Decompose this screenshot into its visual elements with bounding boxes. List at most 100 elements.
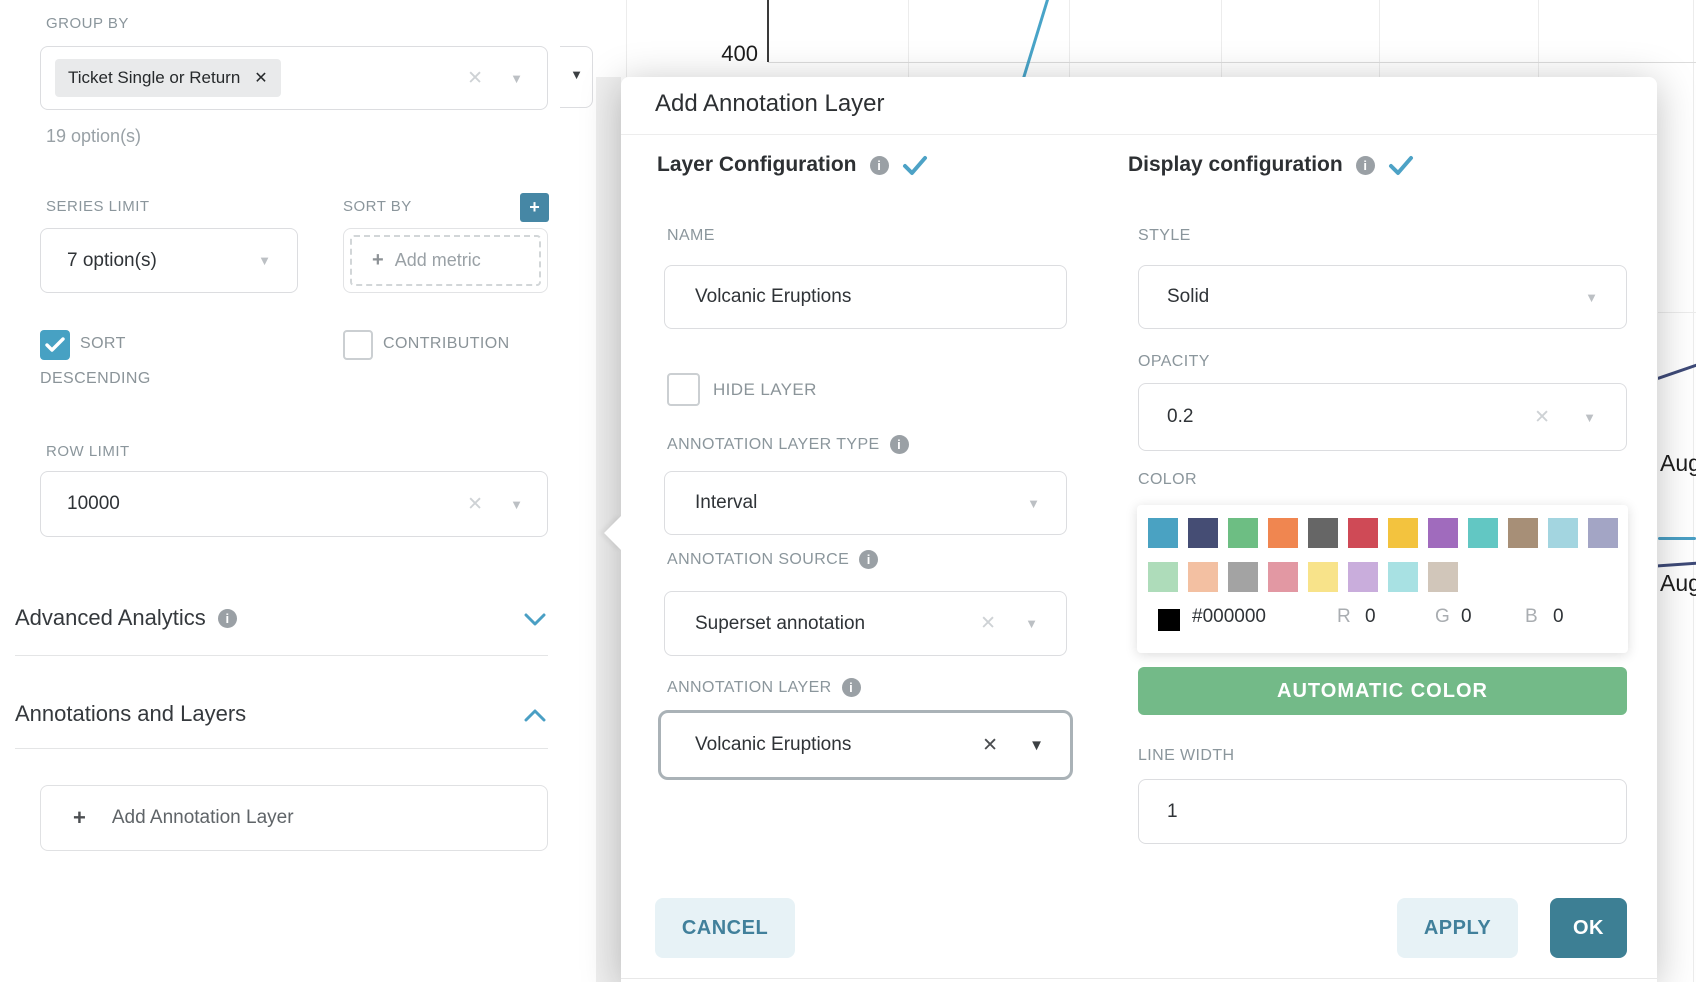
chart-gridline <box>908 0 909 77</box>
section-divider <box>15 655 548 656</box>
caret-down-icon[interactable]: ▼ <box>1585 289 1598 305</box>
color-swatch[interactable] <box>1428 562 1458 592</box>
ok-button[interactable]: OK <box>1550 898 1627 958</box>
g-value[interactable]: 0 <box>1461 606 1472 627</box>
annotation-layer-select[interactable]: Volcanic Eruptions ✕ ▼ <box>658 710 1073 780</box>
cancel-button[interactable]: CANCEL <box>655 898 795 958</box>
caret-down-icon[interactable]: ▼ <box>1025 616 1038 631</box>
caret-down-icon[interactable]: ▼ <box>1027 495 1040 511</box>
b-value[interactable]: 0 <box>1553 606 1564 627</box>
color-swatch[interactable] <box>1468 518 1498 548</box>
section-divider <box>15 748 548 749</box>
caret-down-icon[interactable]: ▼ <box>258 253 271 268</box>
x-axis-label-aug-1: Aug <box>1660 450 1696 476</box>
info-icon[interactable]: i <box>889 435 909 454</box>
sort-by-metric-box[interactable]: + Add metric <box>343 228 548 293</box>
r-value[interactable]: 0 <box>1365 606 1376 627</box>
clear-icon[interactable]: ✕ <box>467 67 483 89</box>
annotation-layer-type-label: ANNOTATION LAYER TYPE i <box>667 435 909 454</box>
add-metric-placeholder: Add metric <box>394 250 481 270</box>
layer-configuration-heading: Layer Configuration i <box>657 153 928 177</box>
annotations-layers-label: Annotations and Layers <box>15 701 247 726</box>
chart-series-line-teal <box>1658 537 1696 540</box>
clear-icon[interactable]: ✕ <box>982 734 998 756</box>
annotations-layers-section[interactable]: Annotations and Layers <box>15 701 246 727</box>
clear-icon[interactable]: ✕ <box>980 613 996 634</box>
info-icon[interactable]: i <box>869 155 889 175</box>
y-axis-tick-400: 400 <box>721 41 758 66</box>
name-input[interactable]: Volcanic Eruptions <box>664 265 1067 329</box>
plus-icon: + <box>529 197 540 217</box>
hide-layer-label: HIDE LAYER <box>713 380 817 399</box>
clipped-select-fragment[interactable]: ▼ <box>560 46 593 108</box>
info-icon[interactable]: i <box>1355 155 1375 175</box>
group-by-chip-label: Ticket Single or Return <box>68 68 241 87</box>
style-value: Solid <box>1167 286 1210 307</box>
apply-button[interactable]: APPLY <box>1397 898 1518 958</box>
hex-value[interactable]: #000000 <box>1192 606 1266 627</box>
modal-title: Add Annotation Layer <box>655 90 885 117</box>
opacity-value: 0.2 <box>1167 406 1194 427</box>
add-annotation-layer-button[interactable]: + Add Annotation Layer <box>40 785 548 851</box>
color-swatch[interactable] <box>1388 518 1418 548</box>
color-swatch[interactable] <box>1188 518 1218 548</box>
color-swatch[interactable] <box>1348 562 1378 592</box>
group-by-select[interactable]: Ticket Single or Return ✕ ✕ ▼ <box>40 46 548 110</box>
advanced-analytics-section[interactable]: Advanced Analytics i <box>15 605 237 631</box>
series-limit-select[interactable]: 7 option(s) ▼ <box>40 228 298 293</box>
color-swatch[interactable] <box>1148 518 1178 548</box>
advanced-analytics-label: Advanced Analytics <box>15 605 206 630</box>
chart-gridline <box>1658 312 1696 313</box>
contribution-label: CONTRIBUTION <box>383 335 510 352</box>
color-swatch[interactable] <box>1228 562 1258 592</box>
clear-icon[interactable]: ✕ <box>467 493 483 515</box>
caret-down-icon[interactable]: ▼ <box>1029 736 1044 754</box>
color-swatch[interactable] <box>1308 562 1338 592</box>
caret-down-icon[interactable]: ▼ <box>1583 409 1596 425</box>
contribution-checkbox[interactable] <box>343 330 373 360</box>
modal-header-divider <box>621 134 1657 135</box>
name-value: Volcanic Eruptions <box>695 286 852 307</box>
chart-gridline <box>1693 0 1694 982</box>
chart-gridline-400 <box>768 62 1658 63</box>
info-icon[interactable]: i <box>217 608 237 628</box>
info-icon[interactable]: i <box>859 550 879 569</box>
style-select[interactable]: Solid ▼ <box>1138 265 1627 329</box>
color-swatch[interactable] <box>1308 518 1338 548</box>
color-swatch[interactable] <box>1588 518 1618 548</box>
chart-series-line-navy-2 <box>1658 561 1696 568</box>
sort-descending-checkbox[interactable] <box>40 330 70 360</box>
color-swatch[interactable] <box>1428 518 1458 548</box>
color-swatch[interactable] <box>1268 518 1298 548</box>
color-swatch[interactable] <box>1548 518 1578 548</box>
color-swatch-row-2 <box>1148 562 1458 592</box>
add-metric-plus-button[interactable]: + <box>520 193 549 222</box>
annotation-source-select[interactable]: Superset annotation ✕ ▼ <box>664 591 1067 656</box>
row-limit-select[interactable]: 10000 ✕ ▼ <box>40 471 548 537</box>
line-width-input[interactable]: 1 <box>1138 779 1627 844</box>
caret-down-icon[interactable]: ▼ <box>510 496 523 512</box>
opacity-select[interactable]: 0.2 ✕ ▼ <box>1138 383 1627 451</box>
annotation-layer-type-select[interactable]: Interval ▼ <box>664 471 1067 535</box>
add-metric-dropzone[interactable]: + Add metric <box>350 235 541 286</box>
chip-remove-icon[interactable]: ✕ <box>254 70 268 87</box>
row-limit-value: 10000 <box>67 493 120 514</box>
group-by-chip[interactable]: Ticket Single or Return ✕ <box>55 59 281 97</box>
chart-gridline <box>1379 0 1380 77</box>
clear-icon[interactable]: ✕ <box>1534 406 1550 428</box>
automatic-color-button[interactable]: AUTOMATIC COLOR <box>1138 667 1627 715</box>
line-width-label: LINE WIDTH <box>1138 747 1235 764</box>
chevron-up-icon[interactable] <box>524 709 546 722</box>
color-swatch[interactable] <box>1228 518 1258 548</box>
color-swatch[interactable] <box>1188 562 1218 592</box>
chevron-down-icon[interactable] <box>524 613 546 626</box>
color-swatch[interactable] <box>1388 562 1418 592</box>
hide-layer-checkbox[interactable] <box>667 373 700 406</box>
color-swatch[interactable] <box>1348 518 1378 548</box>
chart-gridline <box>626 0 627 77</box>
caret-down-icon[interactable]: ▼ <box>510 70 523 86</box>
info-icon[interactable]: i <box>841 678 861 697</box>
color-swatch[interactable] <box>1508 518 1538 548</box>
color-swatch[interactable] <box>1268 562 1298 592</box>
color-swatch[interactable] <box>1148 562 1178 592</box>
